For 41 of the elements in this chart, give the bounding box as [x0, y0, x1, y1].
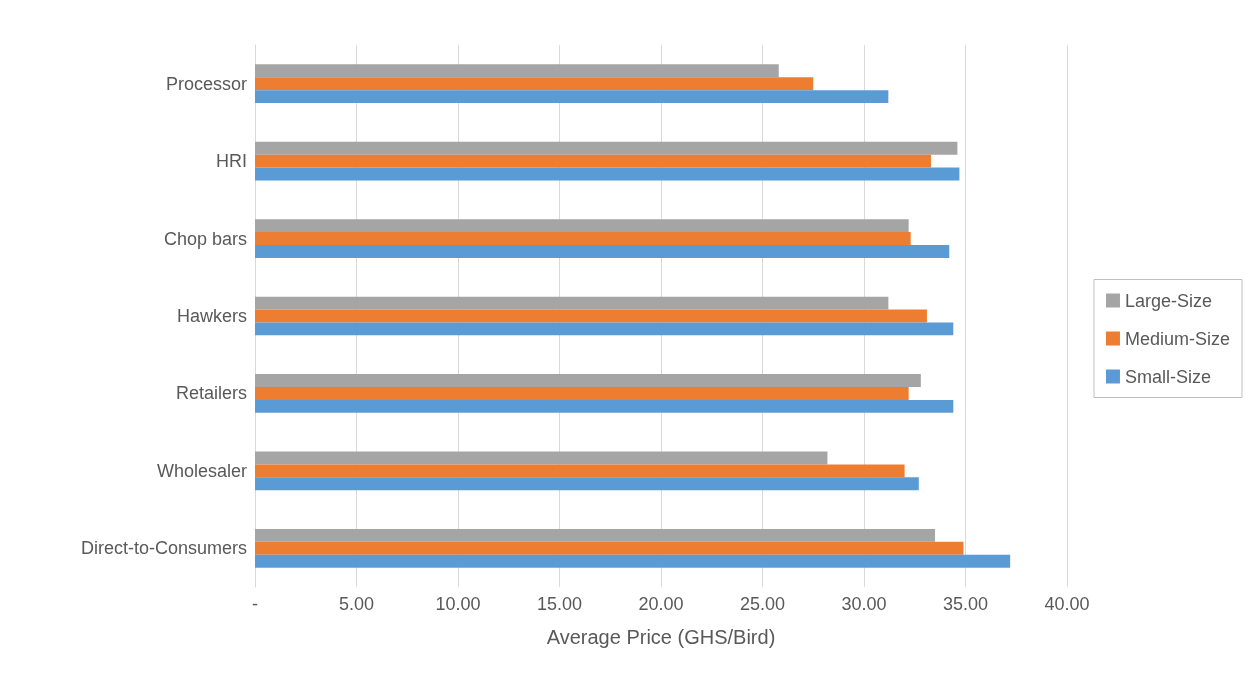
bar [255, 451, 828, 465]
x-tick-label: 15.00 [536, 594, 583, 614]
bar [255, 309, 927, 323]
bar [255, 296, 889, 310]
bar [255, 374, 921, 387]
x-tick-label: 20.00 [638, 594, 684, 614]
x-tick-label: - [252, 594, 258, 614]
x-tick-label: 10.00 [435, 594, 481, 614]
x-tick-label: 5.00 [338, 594, 375, 614]
legend-label: Medium-Size [1124, 328, 1230, 349]
bar [255, 554, 1011, 568]
legend-label: Small-Size [1124, 366, 1211, 387]
bar [255, 219, 909, 233]
legend-label: Large-Size [1124, 290, 1213, 311]
bar [255, 399, 954, 413]
x-tick-label: 30.00 [841, 594, 887, 614]
bar [255, 541, 964, 555]
bar [255, 77, 814, 91]
bar [255, 141, 958, 155]
bar [255, 322, 954, 336]
y-tick-label: Wholesaler [156, 460, 247, 481]
x-tick-label: 25.00 [739, 594, 786, 614]
y-tick-label: Processor [165, 73, 247, 94]
x-axis-title: Average Price (GHS/Bird) [546, 626, 776, 648]
bar [255, 90, 889, 104]
bar [255, 154, 931, 168]
y-tick-label: Chop bars [163, 228, 247, 249]
y-tick-label: HRI [216, 151, 247, 172]
bar [255, 245, 950, 258]
bar [255, 232, 911, 246]
x-tick-label: 35.00 [942, 594, 989, 614]
bar [255, 386, 909, 400]
bar [255, 477, 919, 491]
x-tick-label: 40.00 [1044, 594, 1090, 614]
y-tick-label: Retailers [175, 383, 247, 404]
y-tick-label: Direct-to-Consumers [80, 538, 247, 559]
bar [255, 464, 905, 478]
y-tick-label: Hawkers [176, 306, 247, 326]
bar [255, 167, 960, 181]
bar [255, 528, 936, 542]
bar [255, 64, 779, 78]
